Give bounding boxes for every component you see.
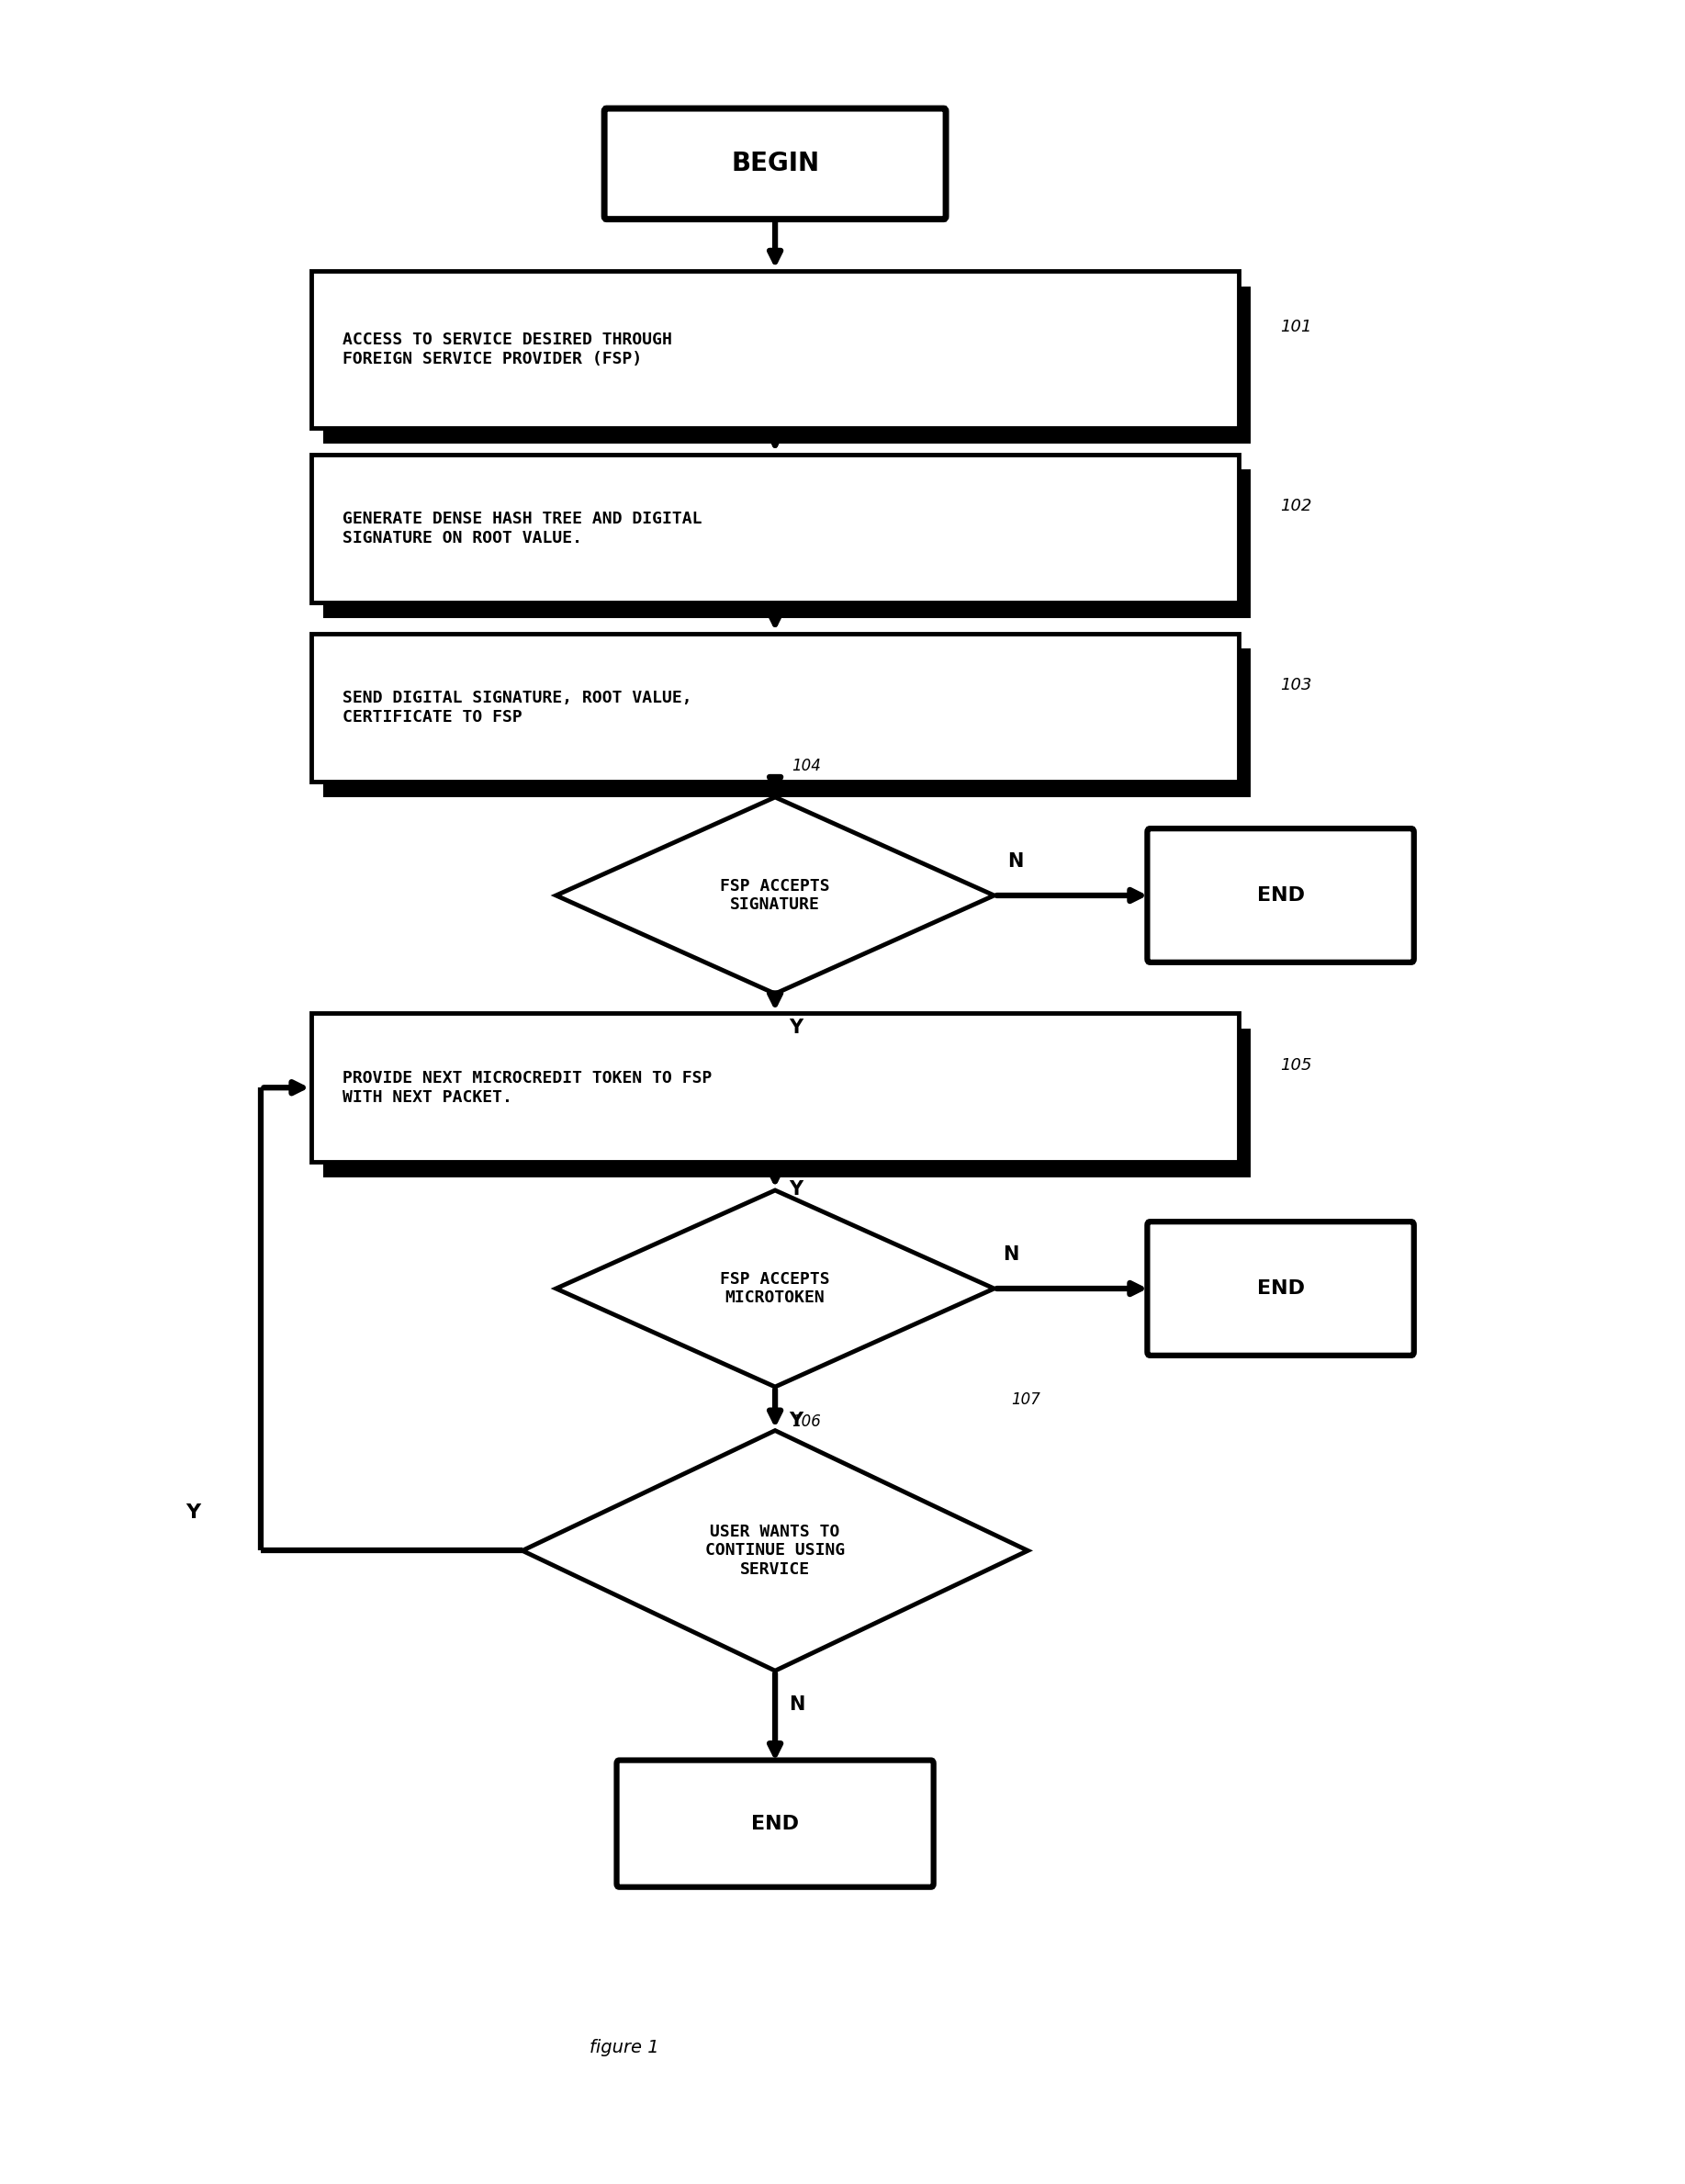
Text: N: N (789, 1695, 804, 1714)
Bar (324, 1029, 1250, 1177)
Text: USER WANTS TO
CONTINUE USING
SERVICE: USER WANTS TO CONTINUE USING SERVICE (706, 1522, 844, 1579)
Text: 107: 107 (1011, 1391, 1040, 1409)
Bar (312, 633, 1238, 782)
Text: PROVIDE NEXT MICROCREDIT TOKEN TO FSP
WITH NEXT PACKET.: PROVIDE NEXT MICROCREDIT TOKEN TO FSP WI… (342, 1070, 711, 1105)
Text: 104: 104 (792, 758, 821, 775)
Text: ACCESS TO SERVICE DESIRED THROUGH
FOREIGN SERVICE PROVIDER (FSP): ACCESS TO SERVICE DESIRED THROUGH FOREIG… (342, 332, 672, 367)
Text: 106: 106 (792, 1413, 821, 1431)
FancyBboxPatch shape (1147, 828, 1414, 963)
FancyBboxPatch shape (617, 1760, 933, 1887)
Text: END: END (1257, 887, 1304, 904)
Text: N: N (1003, 1245, 1018, 1265)
Text: FSP ACCEPTS
MICROTOKEN: FSP ACCEPTS MICROTOKEN (719, 1271, 831, 1306)
Text: Y: Y (185, 1503, 201, 1522)
Text: 101: 101 (1281, 319, 1313, 336)
Text: FSP ACCEPTS
SIGNATURE: FSP ACCEPTS SIGNATURE (719, 878, 831, 913)
Bar (312, 271, 1238, 428)
Text: GENERATE DENSE HASH TREE AND DIGITAL
SIGNATURE ON ROOT VALUE.: GENERATE DENSE HASH TREE AND DIGITAL SIG… (342, 511, 701, 546)
Text: Y: Y (789, 1179, 802, 1199)
Bar (324, 470, 1250, 618)
Bar (312, 1013, 1238, 1162)
Text: END: END (1257, 1280, 1304, 1297)
Polygon shape (556, 797, 994, 994)
Bar (312, 454, 1238, 603)
Text: SEND DIGITAL SIGNATURE, ROOT VALUE,
CERTIFICATE TO FSP: SEND DIGITAL SIGNATURE, ROOT VALUE, CERT… (342, 690, 691, 725)
Text: Y: Y (789, 1018, 802, 1037)
FancyBboxPatch shape (1147, 1221, 1414, 1356)
Text: END: END (752, 1815, 799, 1832)
Bar (324, 649, 1250, 797)
Bar (324, 286, 1250, 443)
Text: 105: 105 (1281, 1057, 1313, 1075)
Text: BEGIN: BEGIN (731, 151, 819, 177)
Text: 103: 103 (1281, 677, 1313, 695)
FancyBboxPatch shape (605, 109, 945, 218)
Text: figure 1: figure 1 (590, 2040, 659, 2057)
Polygon shape (522, 1431, 1028, 1671)
Text: N: N (1008, 852, 1023, 871)
Polygon shape (556, 1190, 994, 1387)
Text: Y: Y (789, 1411, 802, 1431)
Text: 102: 102 (1281, 498, 1313, 515)
